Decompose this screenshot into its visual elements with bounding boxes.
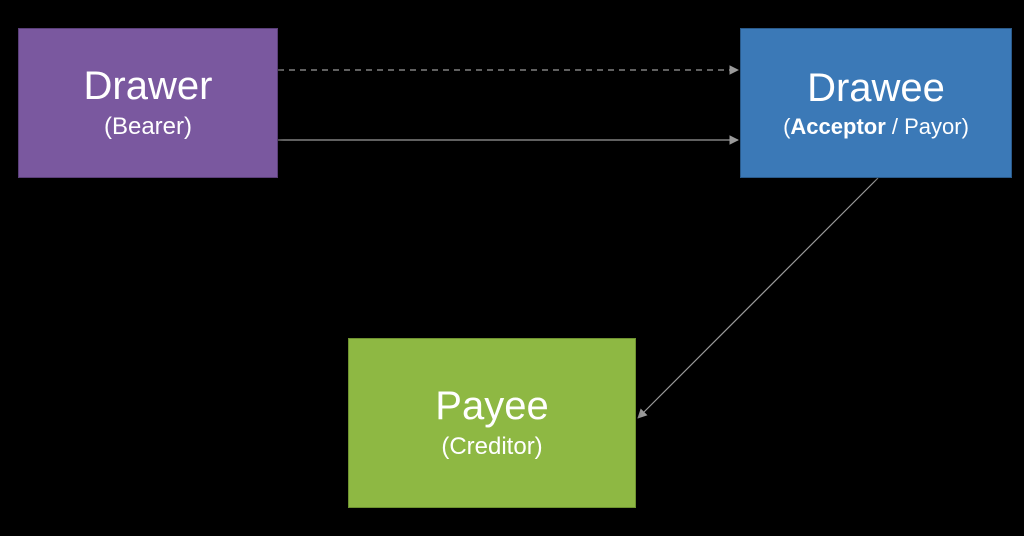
node-drawee-title: Drawee xyxy=(807,65,945,111)
node-drawer-subtitle: (Bearer) xyxy=(104,111,192,142)
node-payee-subtitle: (Creditor) xyxy=(441,431,542,462)
edge-drawee-payee xyxy=(638,178,878,418)
drawee-subtitle-after: / Payor) xyxy=(886,114,969,139)
node-payee-title: Payee xyxy=(435,383,548,429)
drawee-subtitle-bold: Acceptor xyxy=(790,114,885,139)
node-payee: Payee (Creditor) xyxy=(348,338,636,508)
node-drawer-title: Drawer xyxy=(84,63,213,109)
node-drawee: Drawee (Acceptor / Payor) xyxy=(740,28,1012,178)
node-drawee-subtitle: (Acceptor / Payor) xyxy=(783,113,969,142)
node-drawer: Drawer (Bearer) xyxy=(18,28,278,178)
